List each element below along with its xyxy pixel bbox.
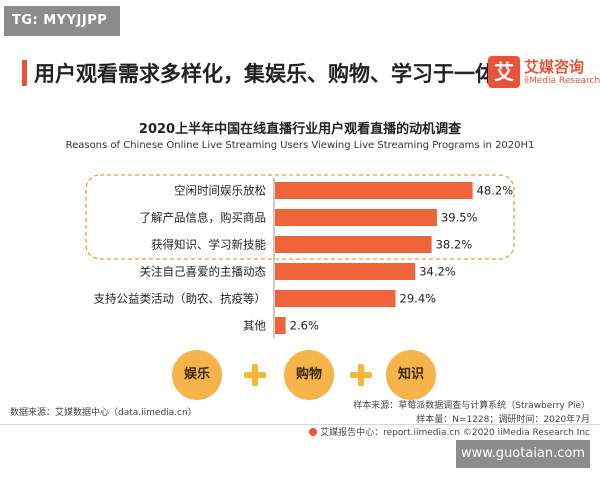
report-center-icon <box>309 428 318 436</box>
sample-source: 样本来源：草莓派数据调查与计算系统（Strawberry Pie） <box>353 401 590 411</box>
logo-name-en: iiMedia Research <box>524 76 600 86</box>
headline-accent-bar <box>22 60 27 86</box>
channel-tag: TG: MYYJJPP <box>4 6 120 36</box>
iimedia-logo: 艾 艾媒咨询 iiMedia Research <box>488 56 600 92</box>
value-label: 2.6% <box>290 319 319 333</box>
bar <box>275 236 432 253</box>
category-label: 了解产品信息，购买商品 <box>140 211 267 225</box>
value-label: 29.4% <box>400 292 437 306</box>
bubble-entertainment: 娱乐 <box>172 350 222 400</box>
sample-size: 样本量：N=1228；调研时间：2020年7月 <box>416 415 590 425</box>
footer: 艾媒报告中心：report.iimedia.cn ©2020 iiMedia R… <box>0 424 600 440</box>
category-label: 空闲时间娱乐放松 <box>174 184 266 198</box>
bubble-knowledge: 知识 <box>386 350 436 400</box>
value-label: 34.2% <box>419 265 456 279</box>
bar <box>275 209 437 226</box>
bar <box>275 182 473 199</box>
highlight-box <box>85 174 515 260</box>
chart-title: 2020上半年中国在线直播行业用户观看直播的动机调查 <box>138 122 462 137</box>
category-label: 支持公益类活动（助农、抗疫等） <box>94 292 267 306</box>
page-headline: 用户观看需求多样化，集娱乐、购物、学习于一体 <box>34 62 496 86</box>
bar <box>275 263 416 280</box>
plus-icon <box>244 364 266 386</box>
category-label: 获得知识、学习新技能 <box>151 238 266 252</box>
chart-subtitle: Reasons of Chinese Online Live Streaming… <box>65 140 535 151</box>
logo-mark: 艾 <box>488 56 520 88</box>
category-label: 关注自己喜爱的主播动态 <box>140 265 267 279</box>
bar <box>275 290 396 307</box>
logo-name-cn: 艾媒咨询 <box>524 58 585 76</box>
site-watermark: www.guotaian.com <box>456 440 590 468</box>
motivation-bar-chart: 空闲时间娱乐放松 48.2% 了解产品信息，购买商品 39.5% 获得知识、学习新技能 3… <box>85 174 515 338</box>
bubble-shopping: 购物 <box>284 350 334 400</box>
data-source: 数据来源：艾媒数据中心（data.iimedia.cn） <box>10 408 197 418</box>
bar <box>275 317 286 334</box>
value-label: 38.2% <box>436 238 473 252</box>
footer-text: 艾媒报告中心：report.iimedia.cn ©2020 iiMedia R… <box>320 428 590 438</box>
value-label: 48.2% <box>477 184 514 198</box>
category-label: 其他 <box>243 319 266 333</box>
value-label: 39.5% <box>441 211 478 225</box>
plus-icon <box>350 364 372 386</box>
